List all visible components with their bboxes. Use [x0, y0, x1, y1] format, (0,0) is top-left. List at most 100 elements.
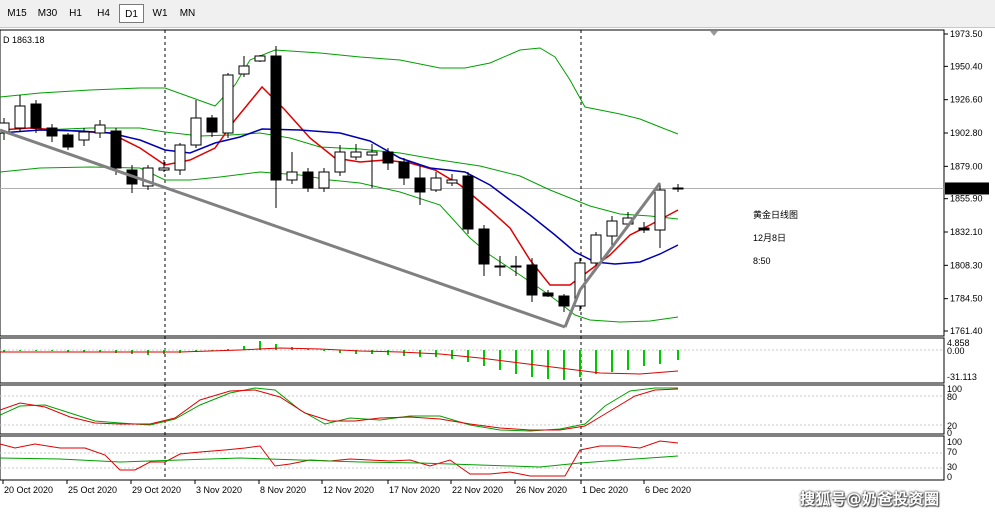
candle-body	[430, 177, 442, 191]
candle-body	[398, 161, 410, 179]
annotation-line-1: 12月8日	[753, 233, 786, 243]
price-tick-label: 1973.50	[950, 29, 983, 39]
up-trendline	[563, 182, 662, 328]
middle-band	[0, 127, 679, 220]
candle-body	[78, 131, 90, 141]
candle-body	[158, 167, 170, 171]
candle-body	[334, 151, 346, 173]
candle-body	[318, 171, 330, 189]
candle-body	[494, 265, 506, 268]
price-tick-label: 1926.60	[950, 95, 983, 105]
annotation-line-2: 8:50	[753, 256, 771, 266]
candle-body	[478, 228, 490, 265]
candle-body	[30, 103, 42, 129]
candle-body	[366, 151, 378, 156]
candle-body	[382, 151, 394, 164]
candle-body	[606, 220, 618, 237]
date-tick-label: 17 Nov 2020	[389, 485, 440, 495]
candle-body	[238, 65, 250, 75]
timeframe-d1[interactable]: D1	[119, 4, 144, 23]
candle-body	[654, 189, 666, 231]
candle-body	[638, 227, 650, 231]
candle-body	[94, 124, 106, 134]
candle-body	[222, 74, 234, 134]
candle-body	[190, 117, 202, 146]
rsi-tick-label: 70	[947, 447, 957, 457]
timeframe-toolbar: M15 M30 H1 H4 D1 W1 MN	[0, 0, 995, 28]
slow-moving-average	[0, 128, 679, 265]
candle-body	[302, 171, 314, 189]
rsi-tick-label: 100	[947, 437, 962, 447]
stoch-tick-label: 20	[947, 421, 957, 431]
candle-body	[270, 55, 282, 181]
down-trendline	[0, 128, 566, 329]
panel-frame-1	[0, 337, 945, 384]
candle-body	[542, 292, 554, 297]
candle-body	[206, 117, 218, 133]
price-tick-label: 1902.80	[950, 128, 983, 138]
price-tick-label: 1761.40	[950, 326, 983, 336]
candle-body	[62, 134, 74, 148]
candle-body	[414, 177, 426, 193]
symbol-label: D 1863.18	[3, 35, 45, 45]
macd-tick-label: 0.00	[947, 346, 965, 356]
date-tick-label: 26 Nov 2020	[516, 485, 567, 495]
date-tick-label: 29 Oct 2020	[132, 485, 181, 495]
timeframe-m30[interactable]: M30	[37, 8, 58, 19]
timeframe-h1[interactable]: H1	[69, 8, 82, 19]
price-tick-label: 1879.00	[950, 161, 983, 171]
candle-body	[286, 171, 298, 181]
candle-body	[46, 127, 58, 137]
candle-body	[0, 122, 10, 134]
timeframe-mn[interactable]: MN	[179, 8, 196, 19]
macd-signal-line	[0, 347, 679, 375]
candle-body	[462, 175, 474, 230]
current-price-box	[945, 182, 989, 195]
stoch-tick-label: 100	[947, 384, 962, 394]
candle-body	[110, 130, 122, 169]
stochastic-main-line	[0, 387, 678, 432]
price-tick-label: 1784.50	[950, 294, 983, 304]
stoch-tick-label: 0	[947, 428, 952, 438]
lower-band	[0, 166, 679, 323]
candle-body	[526, 264, 538, 296]
price-tick-label: 1950.40	[950, 61, 983, 71]
candle-body	[174, 144, 186, 171]
candle-body	[446, 179, 458, 184]
annotation-line-0: 黄金日线图	[753, 209, 798, 220]
timeframe-w1[interactable]: W1	[152, 8, 168, 19]
candle-body	[558, 295, 570, 307]
panel-frame-0	[0, 29, 945, 337]
timeframe-m15[interactable]: M15	[7, 8, 27, 19]
macd-tick-label: -31.113	[947, 372, 977, 382]
date-tick-label: 25 Oct 2020	[68, 485, 117, 495]
rsi-tick-label: 30	[947, 462, 957, 472]
macd-tick-label: 4.858	[947, 338, 970, 348]
price-tick-label: 1832.10	[950, 227, 983, 237]
fast-moving-average	[0, 85, 679, 286]
rsi-tick-label: 0	[947, 472, 952, 482]
rsi-signal-line	[0, 455, 679, 468]
timeframe-h4[interactable]: H4	[97, 8, 110, 19]
date-tick-label: 3 Nov 2020	[196, 485, 242, 495]
candle-body	[672, 187, 684, 190]
chart-shift-marker	[710, 31, 718, 36]
upper-band	[0, 47, 679, 135]
date-tick-label: 8 Nov 2020	[260, 485, 306, 495]
rsi-line	[0, 440, 679, 477]
current-price-label: 1863.18	[948, 184, 981, 194]
stochastic-signal-line	[0, 388, 679, 431]
candle-body	[510, 265, 522, 268]
date-tick-label: 22 Nov 2020	[452, 485, 503, 495]
candle-body	[142, 167, 154, 187]
price-tick-label: 1808.30	[950, 260, 983, 270]
date-tick-label: 12 Nov 2020	[323, 485, 374, 495]
candle-body	[590, 234, 602, 264]
candle-body	[254, 55, 266, 62]
candle-body	[14, 105, 26, 129]
date-tick-label: 20 Oct 2020	[4, 485, 53, 495]
price-tick-label: 1855.90	[950, 194, 983, 204]
stoch-tick-label: 80	[947, 392, 957, 402]
watermark: 搜狐号@奶爸投资圈	[800, 490, 940, 508]
candle-body	[350, 151, 362, 158]
